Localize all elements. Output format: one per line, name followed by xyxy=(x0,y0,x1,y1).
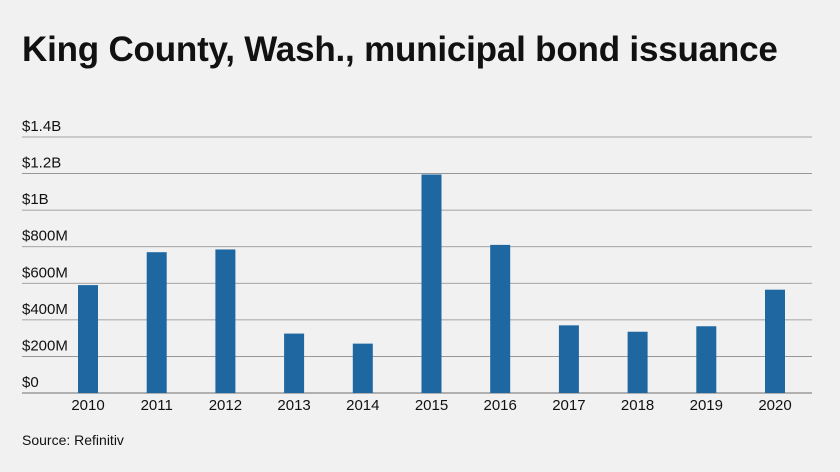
y-tick-label: $800M xyxy=(22,228,68,245)
x-tick-label: 2010 xyxy=(71,397,104,414)
x-axis-tick-labels: 2010 2011 2012 2013 2014 2015 2016 2017 2018 2019… xyxy=(71,397,791,414)
bar-2020 xyxy=(765,289,785,393)
x-tick-label: 2018 xyxy=(621,397,654,414)
source-note: Source: Refinitiv xyxy=(22,432,124,448)
bar-2018 xyxy=(627,331,648,393)
chart-title: King County, Wash., municipal bond issua… xyxy=(22,30,778,69)
y-axis-tick-labels: $0 $200M $400M $600M $800M $1B $1.2B $1.4B xyxy=(22,118,68,391)
x-tick-label: 2016 xyxy=(484,397,517,414)
y-tick-label: $400M xyxy=(22,301,68,318)
y-tick-label: $200M xyxy=(22,337,68,354)
x-tick-label: 2020 xyxy=(758,397,791,414)
bar-2011 xyxy=(146,252,167,393)
x-tick-label: 2014 xyxy=(346,397,379,414)
x-tick-label: 2011 xyxy=(141,397,173,414)
gridlines xyxy=(22,136,812,394)
bar-2014 xyxy=(352,343,373,393)
bar-2010 xyxy=(78,285,98,393)
y-tick-label: $0 xyxy=(22,374,39,391)
y-tick-label: $1.4B xyxy=(22,118,61,135)
bars xyxy=(78,174,785,393)
bar-2019 xyxy=(696,326,717,393)
x-tick-label: 2012 xyxy=(209,397,242,414)
x-tick-label: 2013 xyxy=(277,397,310,414)
bar-2013 xyxy=(284,333,305,393)
y-tick-label: $1.2B xyxy=(22,155,61,172)
y-tick-label: $1B xyxy=(22,191,49,208)
x-tick-label: 2019 xyxy=(690,397,723,414)
bar-2017 xyxy=(558,325,579,393)
x-tick-label: 2017 xyxy=(552,397,585,414)
bar-2012 xyxy=(215,249,236,393)
bar-2016 xyxy=(490,244,511,393)
bar-2015 xyxy=(421,174,442,393)
x-tick-label: 2015 xyxy=(415,397,448,414)
y-tick-label: $600M xyxy=(22,264,68,281)
